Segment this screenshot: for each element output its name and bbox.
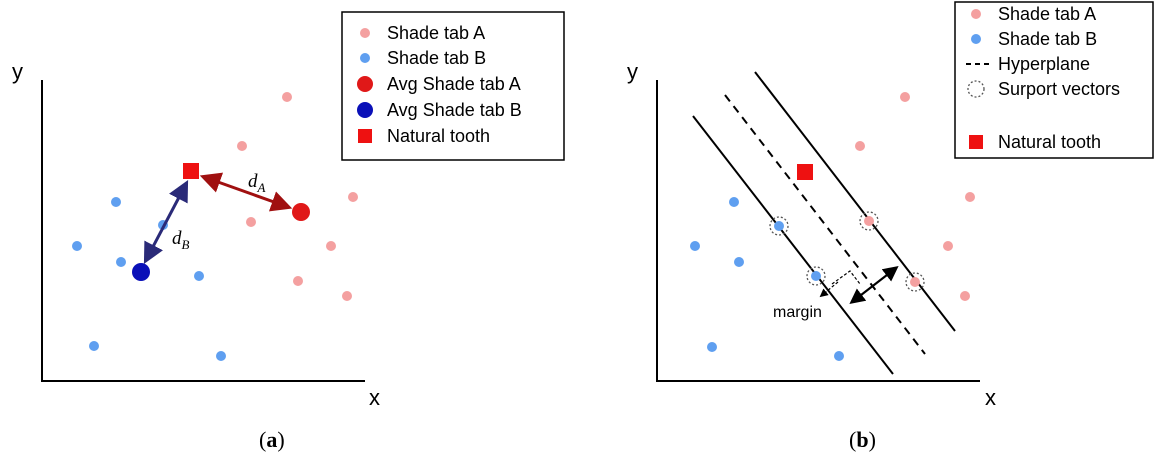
panel-b: y x	[627, 1, 1154, 452]
shade-b-points-a	[72, 197, 226, 361]
margin-arrow	[849, 265, 899, 305]
margin-line-right	[754, 71, 956, 332]
shade-a-point	[864, 216, 874, 226]
shade-b-point	[690, 241, 700, 251]
support-vector-ring	[806, 266, 826, 286]
margin-pointer	[819, 281, 839, 298]
distance-arrow-b	[143, 180, 189, 264]
distance-label-b: dB	[172, 228, 190, 252]
shade-a-point	[282, 92, 292, 102]
shade-b-point	[707, 342, 717, 352]
legend-a: Shade tab A Shade tab B Avg Shade tab A …	[341, 11, 565, 161]
shade-b-point	[72, 241, 82, 251]
legend-label: Avg Shade tab A	[387, 74, 521, 94]
natural-tooth-point	[183, 163, 199, 179]
support-vector-ring	[859, 211, 879, 231]
avg-shade-b-point	[132, 263, 150, 281]
shade-a-points-a	[237, 92, 358, 301]
margin-indicator: margin	[773, 265, 899, 321]
legend-b: Shade tab A Shade tab B Hyperplane Surpo…	[954, 1, 1154, 159]
distance-arrow-a	[199, 172, 293, 212]
legend-box-a	[341, 11, 565, 161]
legend-label: Shade tab A	[998, 4, 1096, 24]
shade-b-point	[111, 197, 121, 207]
natural-tooth-point	[797, 164, 813, 180]
legend-label: Shade tab A	[387, 23, 485, 43]
shade-a-point	[965, 192, 975, 202]
axes-a: y x	[12, 59, 380, 410]
shade-b-point	[89, 341, 99, 351]
distance-label-a: dA	[248, 171, 266, 195]
shade-a-point	[910, 277, 920, 287]
caption-b: (b)	[849, 427, 876, 452]
legend-label: Hyperplane	[998, 54, 1090, 74]
shade-a-point	[855, 141, 865, 151]
shade-a-point	[348, 192, 358, 202]
x-axis-label-b: x	[985, 385, 996, 410]
legend-marker-shade-b	[971, 34, 981, 44]
shade-b-point	[834, 351, 844, 361]
legend-label: Shade tab B	[387, 48, 486, 68]
support-vector-ring	[905, 272, 925, 292]
legend-marker-shade-a	[360, 28, 370, 38]
shade-b-point	[774, 221, 784, 231]
avg-shade-a-point	[292, 203, 310, 221]
axes-b: y x	[627, 59, 996, 410]
support-vector-rings	[769, 211, 925, 292]
shade-a-point	[246, 217, 256, 227]
legend-marker-support-vectors	[967, 80, 985, 98]
legend-marker-avg-a	[357, 76, 373, 92]
y-axis-label-a: y	[12, 59, 23, 84]
legend-marker-avg-b	[357, 102, 373, 118]
legend-marker-shade-b	[360, 53, 370, 63]
caption-a: (a)	[259, 427, 285, 452]
shade-a-point	[293, 276, 303, 286]
legend-label: Avg Shade tab B	[387, 100, 522, 120]
margin-label: margin	[773, 304, 822, 321]
shade-a-point	[960, 291, 970, 301]
x-axis-label-a: x	[369, 385, 380, 410]
shade-a-point	[326, 241, 336, 251]
shade-a-point	[342, 291, 352, 301]
y-axis-label-b: y	[627, 59, 638, 84]
shade-b-point	[729, 197, 739, 207]
shade-b-point	[811, 271, 821, 281]
right-angle-marker	[831, 270, 861, 285]
shade-b-point	[734, 257, 744, 267]
legend-marker-shade-a	[971, 9, 981, 19]
legend-marker-natural	[969, 135, 983, 149]
legend-label: Shade tab B	[998, 29, 1097, 49]
legend-marker-natural	[358, 129, 372, 143]
shade-b-point	[216, 351, 226, 361]
panel-a: y x dA dB	[12, 11, 565, 452]
shade-b-points-b	[690, 197, 844, 361]
legend-box-b	[954, 1, 1154, 159]
shade-a-point	[237, 141, 247, 151]
shade-a-point	[943, 241, 953, 251]
shade-b-point	[116, 257, 126, 267]
legend-label: Surport vectors	[998, 79, 1120, 99]
support-vector-ring	[769, 216, 789, 236]
shade-a-points-b	[855, 92, 975, 301]
legend-label: Natural tooth	[998, 132, 1101, 152]
legend-label: Natural tooth	[387, 126, 490, 146]
shade-a-point	[900, 92, 910, 102]
hyperplane-line	[724, 94, 926, 355]
shade-b-point	[194, 271, 204, 281]
margin-line-left	[692, 115, 894, 375]
